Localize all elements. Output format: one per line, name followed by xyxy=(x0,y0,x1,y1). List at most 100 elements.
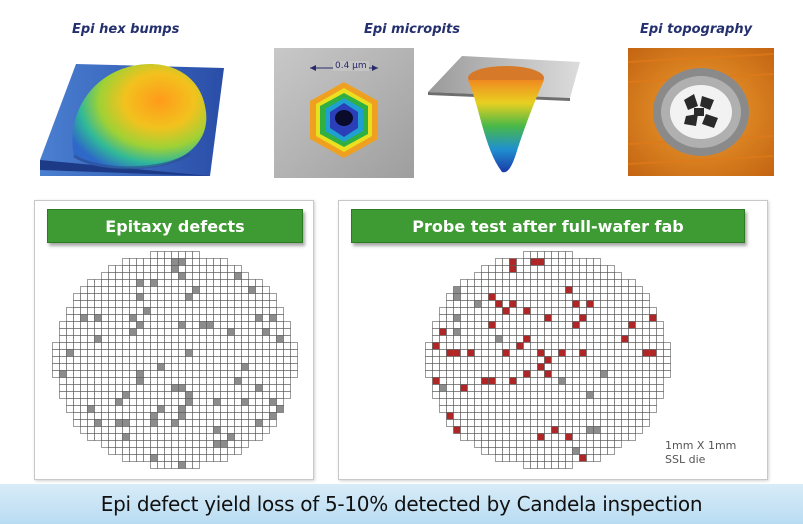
die-cell xyxy=(185,454,193,462)
die-cell-failed xyxy=(495,300,503,308)
die-cell-failed xyxy=(488,293,496,301)
die-cell xyxy=(523,412,531,420)
die-cell xyxy=(213,314,221,322)
die-cell xyxy=(495,440,503,448)
die-cell xyxy=(185,377,193,385)
die-cell xyxy=(136,335,144,343)
die-cell xyxy=(227,286,235,294)
die-cell xyxy=(502,335,510,343)
die-cell xyxy=(213,328,221,336)
die-cell xyxy=(199,314,207,322)
die-cell xyxy=(220,286,228,294)
die-cell xyxy=(474,286,482,294)
die-cell xyxy=(199,384,207,392)
die-cell xyxy=(516,370,524,378)
die-cell-defect xyxy=(171,265,179,273)
die-cell xyxy=(537,286,545,294)
die-cell xyxy=(108,272,116,280)
die-cell xyxy=(488,391,496,399)
die-cell xyxy=(262,391,270,399)
die-cell xyxy=(241,342,249,350)
die-cell xyxy=(446,405,454,413)
die-cell xyxy=(530,384,538,392)
die-cell xyxy=(495,293,503,301)
die-cell xyxy=(94,384,102,392)
die-cell xyxy=(192,349,200,357)
die-cell xyxy=(143,433,151,441)
die-cell xyxy=(192,447,200,455)
die-cell xyxy=(537,314,545,322)
die-cell xyxy=(234,335,242,343)
die-cell xyxy=(495,384,503,392)
die-cell xyxy=(59,321,67,329)
die-cell xyxy=(164,265,172,273)
die-cell xyxy=(565,412,573,420)
die-cell xyxy=(234,300,242,308)
die-cell xyxy=(206,258,214,266)
die-cell xyxy=(488,426,496,434)
die-cell xyxy=(621,419,629,427)
die-cell xyxy=(178,265,186,273)
die-cell xyxy=(460,314,468,322)
die-cell xyxy=(192,307,200,315)
die-cell xyxy=(551,412,559,420)
epitaxy-wafer-map xyxy=(52,251,298,469)
micropit-scale-label: 0.4 µm xyxy=(333,61,369,71)
die-cell xyxy=(516,335,524,343)
die-cell xyxy=(600,321,608,329)
die-cell xyxy=(143,272,151,280)
die-cell xyxy=(523,314,531,322)
die-cell xyxy=(108,377,116,385)
die-cell xyxy=(150,426,158,434)
die-cell xyxy=(530,454,538,462)
die-cell xyxy=(206,454,214,462)
die-cell xyxy=(157,342,165,350)
die-cell xyxy=(446,335,454,343)
die-cell xyxy=(649,405,657,413)
die-cell xyxy=(481,328,489,336)
die-cell xyxy=(241,314,249,322)
die-cell xyxy=(502,433,510,441)
die-cell xyxy=(628,328,636,336)
die-cell xyxy=(516,279,524,287)
die-cell xyxy=(206,356,214,364)
die-cell xyxy=(73,335,81,343)
die-cell xyxy=(607,300,615,308)
die-cell xyxy=(108,314,116,322)
die-cell xyxy=(87,419,95,427)
die-cell xyxy=(80,377,88,385)
die-cell xyxy=(432,335,440,343)
die-cell xyxy=(164,440,172,448)
die-cell xyxy=(453,363,461,371)
die-cell xyxy=(614,384,622,392)
die-cell xyxy=(276,356,284,364)
die-cell xyxy=(642,335,650,343)
die-cell xyxy=(586,265,594,273)
die-cell xyxy=(136,419,144,427)
die-cell-failed xyxy=(502,349,510,357)
die-cell xyxy=(621,370,629,378)
die-cell xyxy=(150,447,158,455)
die-cell xyxy=(635,419,643,427)
die-cell xyxy=(635,391,643,399)
die-cell xyxy=(530,363,538,371)
die-cell xyxy=(108,398,116,406)
die-cell xyxy=(600,300,608,308)
die-cell xyxy=(87,433,95,441)
die-cell xyxy=(530,412,538,420)
die-cell xyxy=(607,335,615,343)
die-cell xyxy=(481,440,489,448)
die-cell xyxy=(453,398,461,406)
die-cell-failed xyxy=(551,426,559,434)
die-cell xyxy=(80,391,88,399)
die-cell xyxy=(509,440,517,448)
die-cell xyxy=(290,342,298,350)
die-cell xyxy=(460,349,468,357)
die-cell xyxy=(453,370,461,378)
die-cell xyxy=(171,398,179,406)
die-cell-defect xyxy=(115,398,123,406)
die-cell xyxy=(495,286,503,294)
die-cell xyxy=(143,377,151,385)
die-cell xyxy=(558,419,566,427)
die-cell xyxy=(530,405,538,413)
